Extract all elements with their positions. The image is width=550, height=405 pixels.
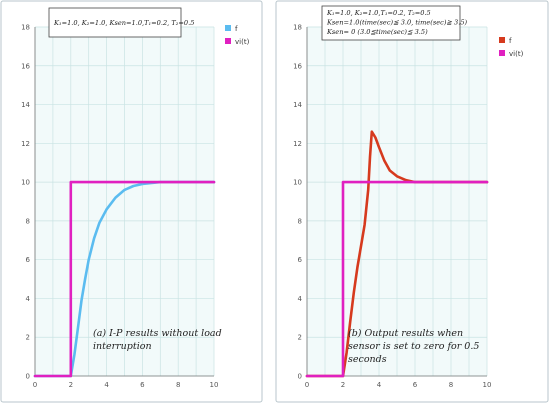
caption-text: interruption: [93, 341, 152, 352]
y-tick-label: 2: [298, 334, 302, 342]
x-tick-label: 10: [483, 381, 492, 389]
y-tick-label: 8: [26, 217, 30, 225]
legend-label: vi(t): [509, 50, 524, 58]
y-tick-label: 2: [26, 334, 30, 342]
caption-text: (b) Output results when: [348, 328, 463, 339]
y-tick-label: 18: [293, 24, 302, 32]
x-tick-label: 8: [176, 381, 180, 389]
params-text: K₁=1.0, K₂=1.0, Ksen=1.0,T₁=0.2, T₂=0.5: [53, 19, 194, 27]
chart-panel-b: 0 2 4 6 8 10 12 14 16 18 0 2 4 6 8 10 K₁=1.0, K₂=1.0,T₁=…: [275, 0, 549, 403]
x-tick-label: 2: [69, 381, 73, 389]
y-tick-label: 10: [21, 179, 30, 187]
y-tick-label: 12: [21, 140, 30, 148]
series-line-vi: [305, 180, 489, 378]
caption-text: seconds: [348, 354, 387, 365]
y-tick-label: 14: [21, 101, 30, 109]
caption-text: sensor is set to zero for 0.5: [348, 341, 479, 352]
legend-swatch: [499, 37, 505, 43]
chart-panel-a: 0 2 4 6 8 10 12 14 16 18 0 2 4 6 8 10 K₁=1.0, K₂=1.0, Ks…: [0, 0, 263, 403]
legend-label: f: [509, 37, 512, 45]
legend-swatch: [225, 38, 231, 44]
series-line-vi: [33, 180, 216, 378]
x-tick-label: 0: [33, 381, 37, 389]
params-box: [48, 7, 182, 38]
x-tick-label: 8: [449, 381, 453, 389]
legend-swatch: [225, 25, 231, 31]
params-box: [321, 5, 461, 41]
y-tick-label: 8: [298, 217, 302, 225]
y-tick-label: 0: [298, 373, 302, 381]
y-tick-label: 12: [293, 140, 302, 148]
x-tick-label: 0: [305, 381, 309, 389]
y-tick-label: 6: [298, 256, 303, 264]
y-tick-label: 18: [21, 24, 30, 32]
x-tick-label: 4: [377, 381, 382, 389]
x-tick-label: 6: [140, 381, 145, 389]
x-tick-label: 10: [210, 381, 219, 389]
y-tick-label: 16: [293, 62, 302, 70]
y-tick-label: 6: [26, 256, 31, 264]
y-tick-label: 14: [293, 101, 302, 109]
params-text: Ksen=1.0(time(sec)≦ 3.0, time(sec)≧ 3.5): [326, 19, 468, 27]
params-text: K₁=1.0, K₂=1.0,T₁=0.2, T₂=0.5: [326, 9, 431, 17]
x-tick-label: 4: [104, 381, 109, 389]
caption-text: (a) I-P results without load: [93, 328, 222, 339]
x-tick-label: 6: [413, 381, 418, 389]
legend-label: f: [235, 25, 238, 33]
x-tick-label: 2: [341, 381, 345, 389]
y-tick-label: 16: [21, 62, 30, 70]
y-tick-label: 4: [26, 295, 31, 303]
params-text: Ksen= 0 (3.0≦time(sec)≦ 3.5): [326, 28, 428, 36]
y-tick-label: 10: [293, 179, 302, 187]
y-tick-label: 4: [298, 295, 303, 303]
y-tick-label: 0: [26, 373, 30, 381]
legend-label: vi(t): [235, 38, 250, 46]
legend-swatch: [499, 50, 505, 56]
